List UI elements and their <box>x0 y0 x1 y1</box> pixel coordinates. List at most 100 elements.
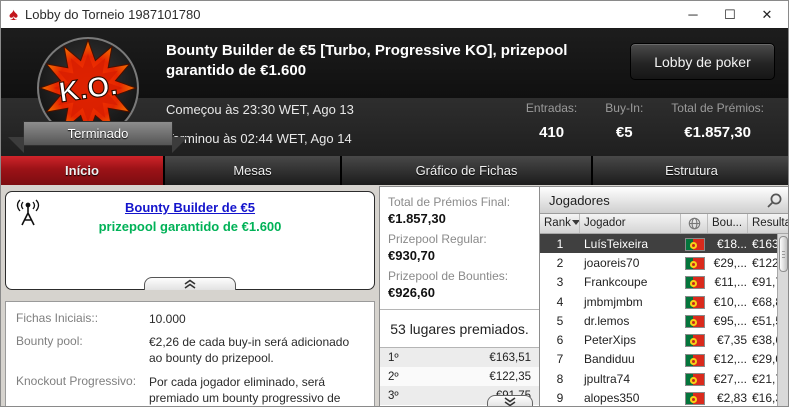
expand-panel-tab[interactable] <box>487 395 533 406</box>
portugal-flag-icon <box>681 333 708 348</box>
player-bounty: €11,... <box>714 275 747 290</box>
place-2: 2º <box>388 370 399 383</box>
collapse-panel-tab[interactable] <box>144 277 236 290</box>
starting-chips-label: Fichas Iniciais:: <box>16 311 99 325</box>
player-row-3[interactable]: 3 Frankcoupe €11,... €91,75 <box>540 273 788 292</box>
buyin-value: €5 <box>615 124 633 141</box>
tab-grafico-de-fichas[interactable]: Gráfico de Fichas <box>342 156 593 185</box>
player-name: LuísTeixeira <box>584 236 649 251</box>
broadcast-antenna-icon <box>15 199 41 227</box>
progressive-ko-text: Por cada jogador eliminado, será premiad… <box>149 374 341 405</box>
stat-entries: Entradas: 410 <box>512 101 591 141</box>
tournament-details-card: Fichas Iniciais:: 10.000 Bounty pool: €2… <box>5 301 375 406</box>
prize-row-2: 2º €122,35 <box>380 367 539 386</box>
bounty-pool-value: €2,26 de cada buy-in será adicionado ao … <box>149 335 350 366</box>
rank-header-label: Rank <box>544 217 571 229</box>
player-rank: 5 <box>556 313 564 328</box>
column-jogador[interactable]: Jogador <box>580 214 681 233</box>
paid-places-text: 53 lugares premiados. <box>380 309 539 347</box>
players-table: 1 LuísTeixeira €18... €163,51 2 joaoreis… <box>540 234 788 406</box>
window-titlebar: ♠ Lobby do Torneio 1987101780 ─ ☐ ✕ <box>1 1 788 29</box>
player-row-6[interactable]: 6 PeterXips €7,35 €38,69 <box>540 330 788 349</box>
player-rank: 1 <box>556 236 564 251</box>
player-name: PeterXips <box>584 333 637 348</box>
column-country[interactable] <box>681 214 708 233</box>
player-name: jpultra74 <box>584 371 631 386</box>
starting-chips-value: 10.000 <box>149 312 186 326</box>
player-rank: 8 <box>556 371 564 386</box>
player-rank: 3 <box>556 275 564 290</box>
regular-prizepool-label: Prizepool Regular: <box>388 232 487 246</box>
lobby-de-poker-button[interactable]: Lobby de poker <box>630 43 775 80</box>
scrollbar-thumb[interactable] <box>779 236 788 272</box>
player-row-4[interactable]: 4 jmbmjmbm €10,... €68,80 <box>540 292 788 311</box>
stat-total-prizes: Total de Prémios: €1.857,30 <box>657 101 778 141</box>
tab-bar: Início Mesas Gráfico de Fichas Estrutura <box>1 156 788 185</box>
players-column-headers: Rank Jogador Bou... Resulta... <box>540 214 788 234</box>
players-panel: Jogadores Rank Jogador Bou... Resulta...… <box>539 186 788 406</box>
total-prizes-value: €1.857,30 <box>684 124 751 141</box>
tournament-overview-card: Bounty Builder de €5 prizepool garantido… <box>5 191 375 290</box>
tournament-title: Bounty Builder de €5 [Turbo, Progressive… <box>166 42 568 80</box>
player-row-1[interactable]: 1 LuísTeixeira €18... €163,51 <box>540 234 788 254</box>
player-name: Frankcoupe <box>584 275 648 290</box>
players-scrollbar[interactable] <box>777 234 788 406</box>
tab-estrutura[interactable]: Estrutura <box>593 156 788 185</box>
portugal-flag-icon <box>681 391 708 406</box>
bounty-prizepool-value: €926,60 <box>388 285 435 300</box>
prize-pool-panel: Total de Prémios Final: €1.857,30 Prizep… <box>379 186 540 406</box>
player-rank: 7 <box>556 352 564 367</box>
portugal-flag-icon <box>681 372 708 386</box>
tournament-name-link[interactable]: Bounty Builder de €5 <box>124 200 256 215</box>
prize-places-list: 1º €163,51 2º €122,35 3º €91,75 <box>380 347 539 405</box>
status-ribbon: Terminado <box>8 121 188 153</box>
player-name: jmbmjmbm <box>584 294 643 309</box>
player-name: joaoreis70 <box>584 255 640 270</box>
bounty-prizepool-label: Prizepool de Bounties: <box>388 269 509 283</box>
portugal-flag-icon <box>681 256 708 271</box>
player-row-2[interactable]: 2 joaoreis70 €29,... €122,35 <box>540 253 788 272</box>
header-stats: Entradas: 410 Buy-In: €5 Total de Prémio… <box>512 101 778 141</box>
end-time: Terminou às 02:44 WET, Ago 14 <box>166 131 352 146</box>
pokerstars-spade-icon: ♠ <box>9 5 19 24</box>
minimize-button[interactable]: ─ <box>688 7 698 22</box>
portugal-flag-icon <box>681 352 708 367</box>
close-button[interactable]: ✕ <box>761 6 773 22</box>
player-rank: 2 <box>556 255 564 270</box>
portugal-flag-icon <box>681 314 708 328</box>
bounty-pool-label: Bounty pool: <box>16 334 83 349</box>
tab-inicio[interactable]: Início <box>1 156 165 185</box>
player-rank: 9 <box>556 391 564 406</box>
player-row-8[interactable]: 8 jpultra74 €27,... €21,75 <box>540 369 788 388</box>
column-rank[interactable]: Rank <box>540 214 580 233</box>
final-prizes-value: €1.857,30 <box>388 211 446 226</box>
player-name: dr.lemos <box>584 313 630 328</box>
sort-icon <box>571 220 579 225</box>
player-row-9[interactable]: 9 alopes350 €2,83 €16,31 <box>540 388 788 406</box>
entries-value: 410 <box>539 124 565 141</box>
buyin-label: Buy-In: <box>605 101 644 115</box>
player-row-7[interactable]: 7 Bandiduu €12,... €29,01 <box>540 350 788 369</box>
player-rank: 4 <box>556 294 564 309</box>
final-prizes-label: Total de Prémios Final: <box>388 195 511 209</box>
maximize-button[interactable]: ☐ <box>724 6 736 22</box>
column-result[interactable]: Resulta... <box>752 217 788 229</box>
detail-row-starting-chips: Fichas Iniciais:: 10.000 <box>16 311 364 327</box>
player-row-5[interactable]: 5 dr.lemos €95,... €51,59 <box>540 311 788 330</box>
search-icon[interactable] <box>766 192 783 209</box>
place-1: 1º <box>388 351 399 364</box>
player-name: Bandiduu <box>584 352 635 367</box>
entries-label: Entradas: <box>525 101 578 115</box>
players-panel-header: Jogadores <box>540 187 788 214</box>
ko-badge-icon: K.O. <box>37 37 139 139</box>
player-bounty: €7,35 <box>716 333 747 348</box>
progressive-ko-value: Por cada jogador eliminado, será premiad… <box>149 374 364 406</box>
place-3: 3º <box>388 389 399 402</box>
prize-2: €122,35 <box>489 370 531 383</box>
players-title: Jogadores <box>549 192 610 208</box>
column-bounty[interactable]: Bou... <box>708 214 748 233</box>
portugal-flag-icon <box>681 275 708 290</box>
tab-mesas[interactable]: Mesas <box>165 156 342 185</box>
stat-buyin: Buy-In: €5 <box>591 101 657 141</box>
